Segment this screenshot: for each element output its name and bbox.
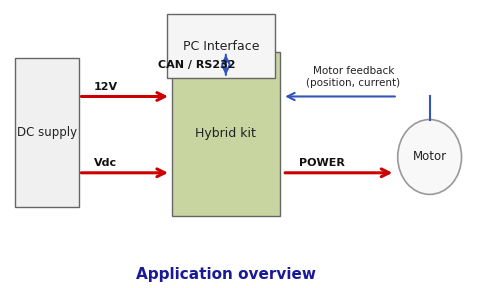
Text: Hybrid kit: Hybrid kit (195, 127, 256, 141)
Text: Motor feedback
(position, current): Motor feedback (position, current) (306, 66, 401, 88)
Text: CAN / RS232: CAN / RS232 (158, 60, 235, 70)
FancyBboxPatch shape (167, 14, 275, 78)
Text: Application overview: Application overview (136, 267, 316, 282)
Text: PC Interface: PC Interface (183, 39, 259, 53)
FancyBboxPatch shape (172, 52, 280, 216)
Text: Motor: Motor (412, 150, 447, 164)
Ellipse shape (398, 120, 462, 194)
Text: Vdc: Vdc (94, 158, 117, 168)
FancyBboxPatch shape (15, 58, 79, 207)
Text: DC supply: DC supply (17, 126, 77, 139)
Text: POWER: POWER (299, 158, 345, 168)
Text: 12V: 12V (93, 82, 118, 92)
